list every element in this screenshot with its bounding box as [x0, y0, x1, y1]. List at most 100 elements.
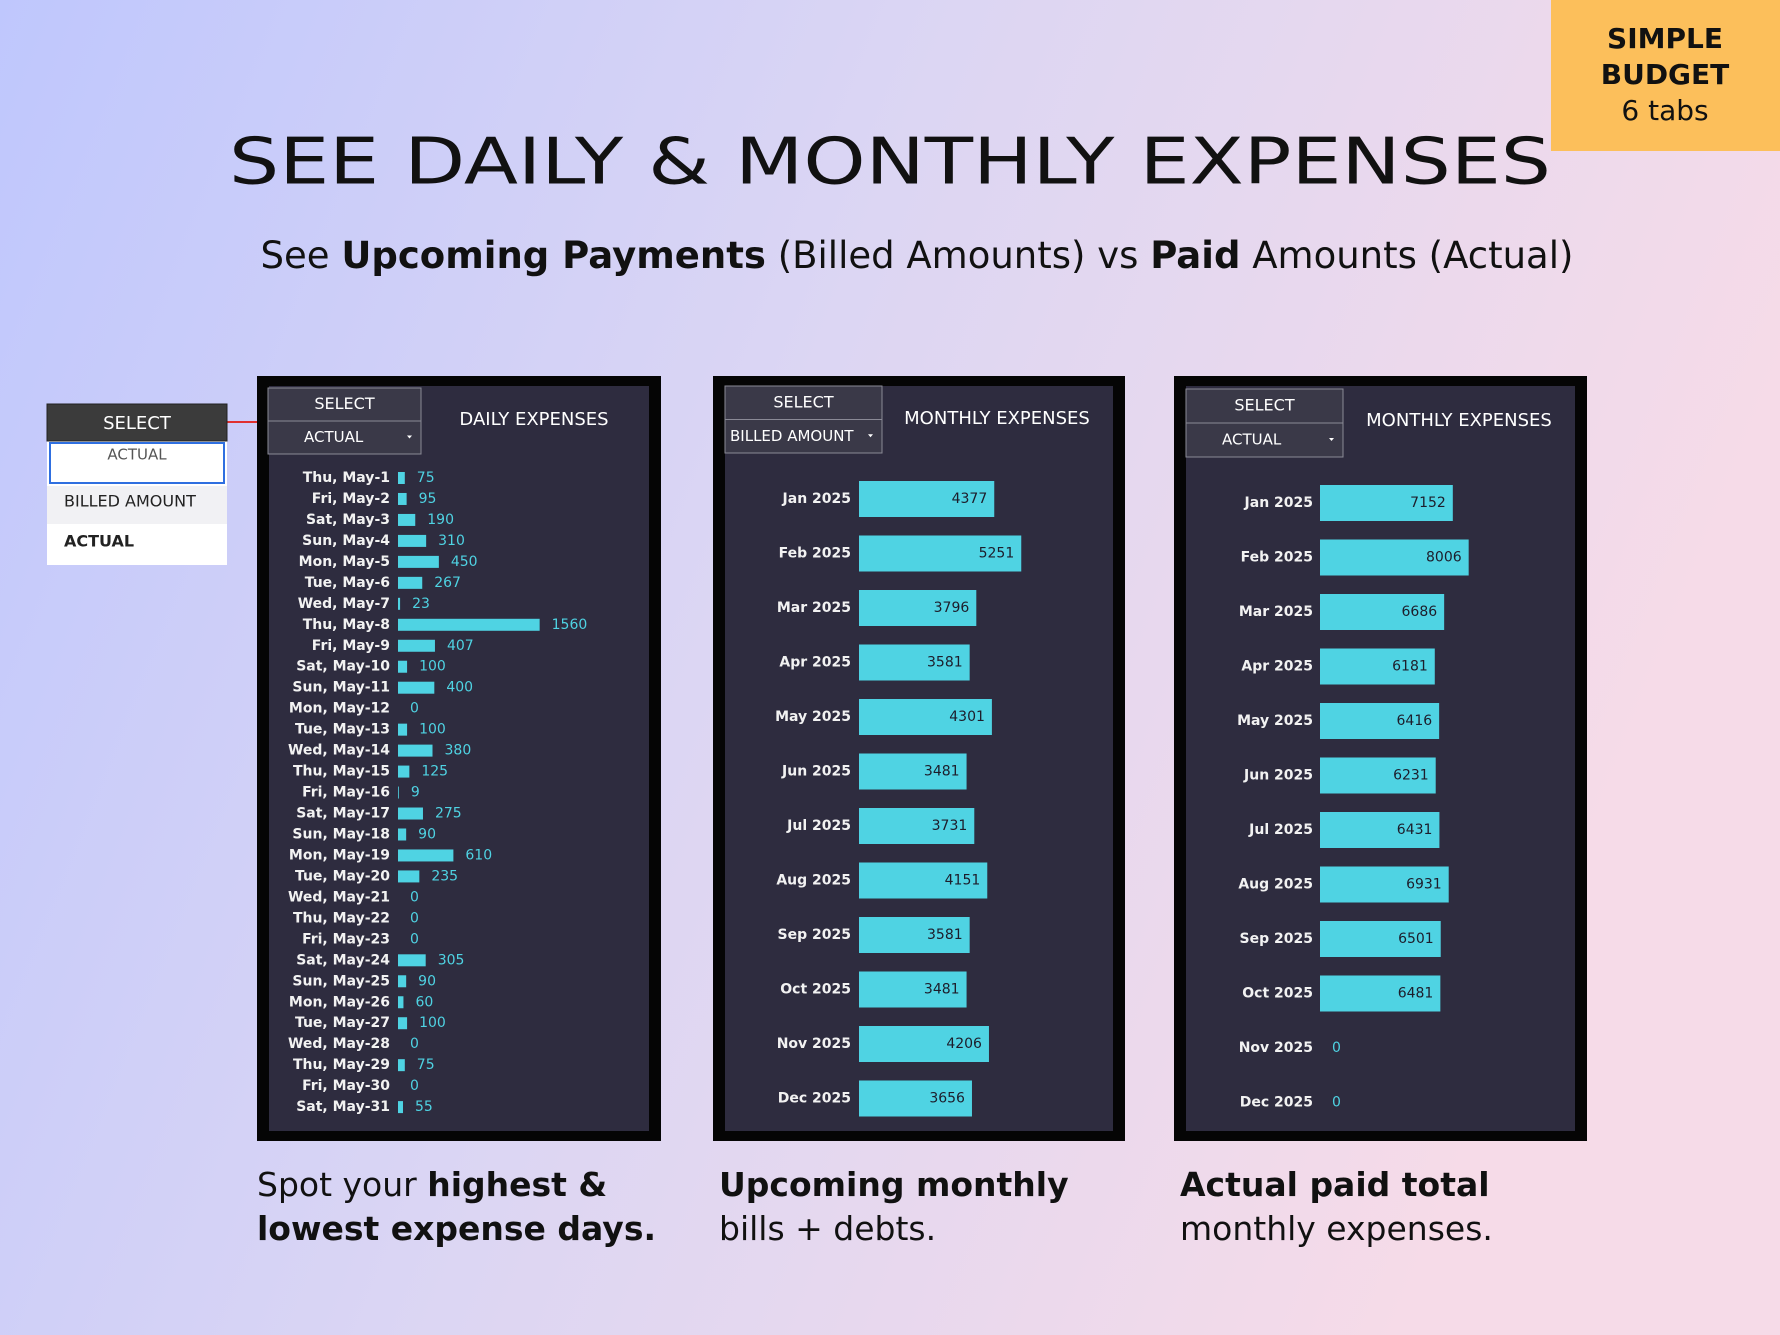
category-label: Jun 2025: [1243, 768, 1313, 784]
value-label: 380: [445, 743, 472, 759]
bar: [398, 996, 404, 1009]
dropdown-option[interactable]: ACTUAL: [64, 532, 134, 551]
subtitle-part: Paid: [1150, 234, 1240, 277]
bar: [859, 753, 967, 790]
dropdown-header: [46, 403, 228, 442]
category-label: Sun, May-11: [292, 680, 390, 696]
category-label: Tue, May-20: [295, 868, 390, 884]
select-value: BILLED AMOUNT: [730, 427, 854, 445]
category-label: Sun, May-25: [292, 973, 390, 989]
caption-part: bills + debts.: [719, 1209, 936, 1248]
bar: [398, 744, 433, 757]
value-label: 6481: [1398, 986, 1434, 1002]
value-label: 4377: [952, 491, 988, 507]
value-label: 3481: [924, 764, 960, 780]
category-label: May 2025: [1237, 713, 1313, 729]
bar: [398, 1101, 403, 1114]
bar: [398, 975, 407, 988]
bar: [1320, 921, 1441, 957]
value-label: 450: [451, 554, 478, 570]
value-label: 610: [465, 847, 492, 863]
category-label: Mar 2025: [1239, 604, 1313, 620]
bar: [1320, 539, 1469, 576]
category-label: Jul 2025: [1248, 822, 1313, 838]
caption-part: Spot your: [257, 1165, 427, 1204]
value-label: 3581: [927, 655, 963, 671]
badge-text: SIMPLE: [1607, 22, 1723, 55]
value-label: 400: [446, 680, 473, 696]
dropdown-input[interactable]: [49, 442, 225, 484]
value-label: 23: [412, 596, 430, 612]
value-label: 275: [435, 806, 462, 822]
select-value: ACTUAL: [1222, 431, 1282, 449]
bar: [859, 644, 970, 681]
category-label: May 2025: [775, 709, 851, 725]
dropdown-option[interactable]: BILLED AMOUNT: [64, 492, 196, 511]
bar: [859, 699, 992, 735]
bar: [398, 765, 410, 778]
value-label: 6181: [1392, 659, 1428, 675]
value-label: 190: [427, 512, 454, 528]
category-label: Jan 2025: [1244, 495, 1313, 511]
subtitle: See Upcoming Payments (Billed Amounts) v…: [261, 234, 1574, 277]
chart-title: MONTHLY EXPENSES: [904, 408, 1090, 429]
value-label: 7152: [1410, 495, 1446, 511]
badge-text: 6 tabs: [1621, 94, 1708, 127]
category-label: Thu, May-29: [293, 1057, 390, 1073]
badge: [1551, 0, 1780, 151]
select-label: SELECT: [314, 394, 374, 413]
dropdown-header-text: SELECT: [103, 413, 172, 434]
bar: [859, 590, 977, 626]
category-label: Apr 2025: [1241, 659, 1313, 675]
category-label: Sep 2025: [1240, 931, 1313, 947]
value-label: 8006: [1426, 550, 1462, 566]
category-label: Fri, May-23: [302, 931, 390, 947]
value-label: 3731: [932, 818, 968, 834]
subtitle-part: (Billed Amounts) vs: [766, 234, 1150, 277]
category-label: Jul 2025: [786, 818, 851, 834]
bar: [398, 597, 401, 610]
value-label: 55: [415, 1099, 433, 1115]
caption: Spot your highest &: [257, 1165, 607, 1204]
subtitle-part: See: [261, 234, 342, 277]
select-arrow: [868, 434, 873, 438]
bar: [1320, 485, 1453, 521]
bar: [1320, 594, 1445, 630]
bar: [1320, 812, 1440, 848]
category-label: Thu, May-22: [293, 910, 390, 926]
caption: Actual paid total: [1180, 1165, 1490, 1204]
bar: [398, 681, 435, 694]
bar: [398, 1017, 408, 1030]
category-label: Apr 2025: [779, 655, 851, 671]
value-label: 0: [410, 931, 419, 947]
value-label: 75: [417, 470, 435, 486]
bar: [398, 513, 416, 526]
value-label: 3581: [927, 927, 963, 943]
category-label: Fri, May-2: [312, 491, 390, 507]
value-label: 90: [418, 826, 436, 842]
bar: [398, 639, 435, 652]
bar: [398, 870, 420, 883]
dropdown-option-bg: [47, 486, 227, 524]
bar: [859, 917, 970, 953]
value-label: 267: [434, 575, 461, 591]
bar: [398, 492, 407, 505]
bar: [398, 555, 439, 568]
chart-title: MONTHLY EXPENSES: [1366, 410, 1552, 431]
bar: [398, 786, 399, 799]
category-label: Wed, May-28: [288, 1036, 390, 1052]
dropdown-input-text: ACTUAL: [107, 446, 167, 464]
panel: [269, 386, 649, 1131]
category-label: Mon, May-5: [299, 554, 390, 570]
category-label: Sun, May-18: [292, 826, 390, 842]
value-label: 6431: [1397, 822, 1433, 838]
bar: [398, 849, 454, 862]
value-label: 60: [415, 994, 433, 1010]
category-label: Thu, May-15: [293, 764, 390, 780]
subtitle-part: Upcoming Payments: [341, 234, 766, 277]
value-label: 6416: [1397, 713, 1433, 729]
select-label: SELECT: [773, 392, 833, 411]
value-label: 0: [410, 1036, 419, 1052]
